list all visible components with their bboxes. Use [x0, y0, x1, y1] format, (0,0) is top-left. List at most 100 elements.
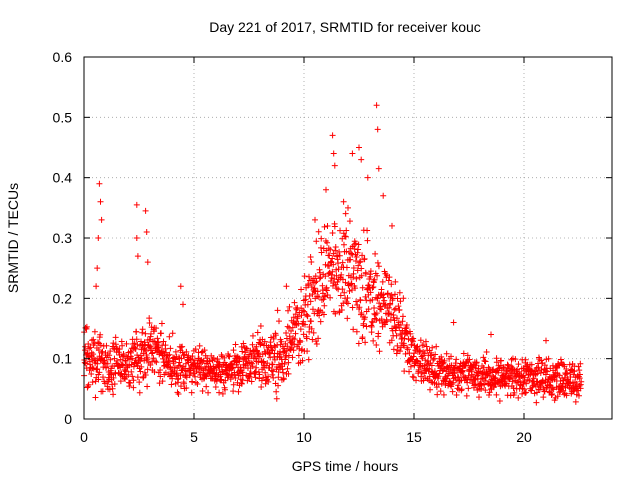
data-point — [189, 379, 196, 386]
data-point — [353, 328, 360, 335]
data-point — [450, 319, 457, 326]
data-point — [262, 369, 269, 376]
data-point — [471, 382, 478, 389]
data-point — [169, 330, 176, 337]
data-point — [196, 342, 203, 349]
data-point — [270, 335, 277, 342]
data-point — [90, 336, 97, 343]
data-point — [482, 358, 489, 365]
x-axis-title: GPS time / hours — [292, 458, 399, 474]
grid-lines — [84, 57, 612, 419]
data-point — [251, 369, 258, 376]
data-point — [235, 388, 242, 395]
data-point — [522, 356, 529, 363]
data-point — [475, 394, 482, 401]
data-point — [199, 358, 206, 365]
data-point — [413, 377, 420, 384]
data-point — [160, 338, 167, 345]
data-point — [500, 364, 507, 371]
data-point — [393, 332, 400, 339]
data-point — [330, 150, 337, 157]
data-point — [378, 286, 385, 293]
data-point — [132, 345, 139, 352]
data-point — [339, 286, 346, 293]
data-point — [397, 321, 404, 328]
data-point — [295, 352, 302, 359]
data-point — [307, 298, 314, 305]
data-point — [512, 356, 519, 363]
data-point — [229, 364, 236, 371]
data-point — [316, 312, 323, 319]
data-point — [480, 354, 487, 361]
data-point — [343, 264, 350, 271]
data-point — [93, 283, 100, 290]
data-point — [318, 249, 325, 256]
data-point — [155, 369, 162, 376]
data-point — [316, 266, 323, 273]
data-point — [414, 358, 421, 365]
data-point — [367, 289, 374, 296]
data-point — [278, 338, 285, 345]
data-point — [361, 255, 368, 262]
data-point — [274, 307, 281, 314]
data-point — [465, 359, 472, 366]
data-point — [146, 336, 153, 343]
data-point — [123, 340, 130, 347]
data-point — [203, 373, 210, 380]
data-point — [352, 285, 359, 292]
data-point — [340, 241, 347, 248]
data-point — [157, 367, 164, 374]
data-point — [333, 272, 340, 279]
data-point — [265, 378, 272, 385]
data-point — [243, 345, 250, 352]
data-point — [304, 301, 311, 308]
data-point — [324, 239, 331, 246]
data-point — [440, 391, 447, 398]
data-point — [218, 376, 225, 383]
data-point — [133, 235, 140, 241]
data-point — [297, 326, 304, 333]
data-point — [107, 348, 114, 355]
data-point — [396, 289, 403, 296]
data-point — [430, 356, 437, 363]
data-point — [115, 349, 122, 356]
data-point — [275, 382, 282, 389]
data-point — [343, 299, 350, 306]
data-point — [134, 374, 141, 381]
data-point — [330, 261, 337, 268]
data-point — [342, 210, 349, 217]
data-point — [566, 361, 573, 368]
data-point — [265, 373, 272, 380]
data-point — [523, 380, 530, 387]
data-point — [201, 347, 208, 354]
data-point — [471, 376, 478, 383]
data-point — [337, 292, 344, 299]
data-point — [117, 378, 124, 385]
data-point — [284, 343, 291, 350]
data-point — [302, 321, 309, 328]
data-point — [351, 246, 358, 253]
data-point — [435, 373, 442, 380]
data-point — [249, 360, 256, 367]
data-point — [285, 359, 292, 366]
data-point — [370, 337, 377, 344]
data-point — [133, 201, 140, 208]
data-point — [148, 350, 155, 357]
data-point — [352, 240, 359, 247]
data-point — [270, 374, 277, 381]
data-point — [318, 296, 325, 303]
data-point — [122, 368, 129, 375]
data-point — [270, 368, 277, 375]
data-point — [159, 378, 166, 385]
data-point — [212, 383, 219, 390]
data-point — [255, 349, 262, 356]
data-point — [144, 366, 151, 373]
data-point — [177, 362, 184, 369]
data-point — [371, 304, 378, 311]
data-point — [155, 344, 162, 351]
data-point — [240, 340, 247, 347]
data-point — [363, 323, 370, 330]
data-point — [97, 331, 104, 338]
data-point — [309, 306, 316, 313]
chart-title: Day 221 of 2017, SRMTID for receiver kou… — [209, 19, 481, 35]
